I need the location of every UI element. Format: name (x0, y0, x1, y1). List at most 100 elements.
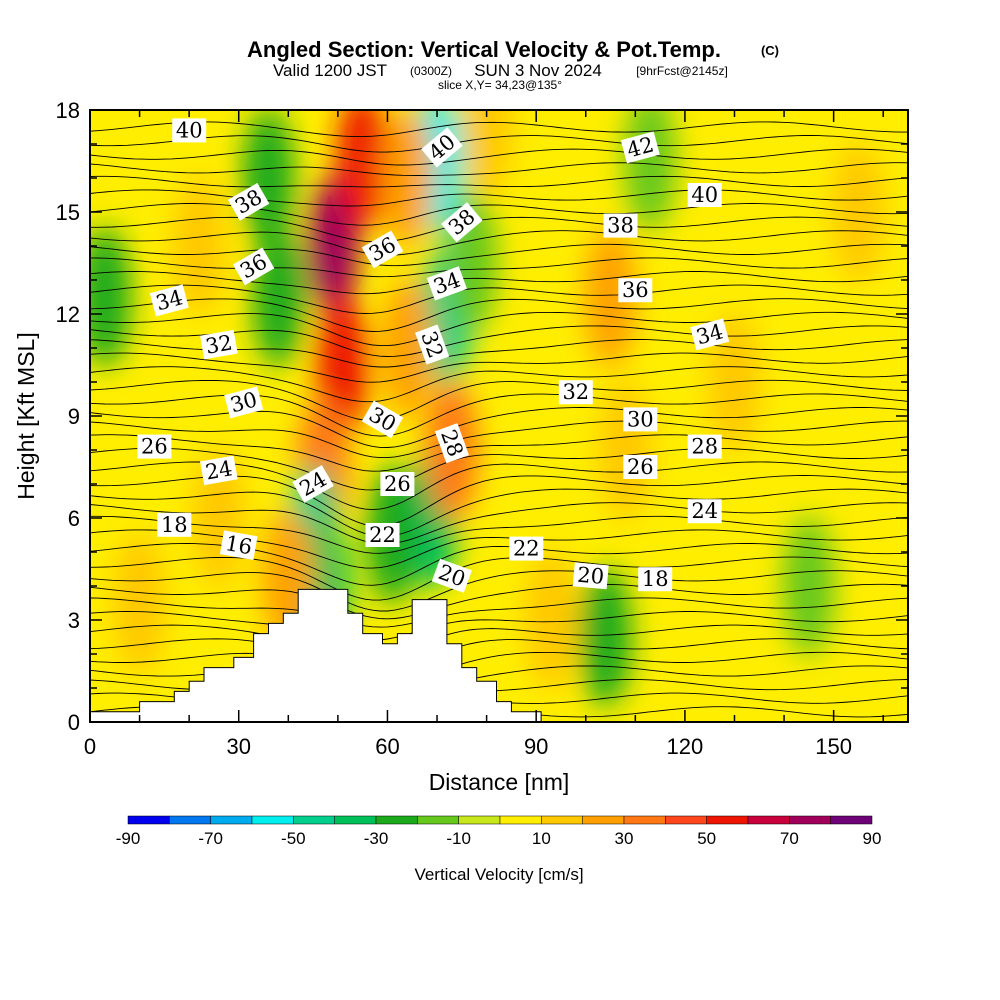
isentrope-label-text: 22 (513, 537, 540, 561)
y-tick-label: 12 (56, 302, 80, 327)
isentrope-label: 26 (380, 472, 415, 496)
isentrope-label-box (157, 512, 192, 537)
chart-title: Angled Section: Vertical Velocity & Pot.… (247, 37, 721, 62)
isentrope-label-box (421, 127, 463, 168)
isentrope-label-box (415, 324, 450, 365)
w-feature (525, 550, 578, 690)
w-feature (336, 110, 389, 231)
isentrope-label: 32 (558, 380, 593, 405)
isentrope-label-text: 28 (691, 435, 718, 459)
plot-area: 4038363432302624181624363026224038343228… (90, 110, 908, 722)
isentrope-label-box (572, 562, 609, 590)
w-feature (90, 227, 131, 367)
colorbar-swatch (210, 815, 253, 825)
isentrope-label-box (638, 567, 673, 592)
isentrope-label-box (509, 536, 544, 561)
isentrope-label-box (687, 499, 722, 524)
y-axis-label: Height [Kft MSL] (13, 332, 39, 499)
isentrope-label-box (603, 213, 638, 238)
colorbar-swatch (623, 815, 666, 825)
isentrope-line (90, 420, 908, 459)
colorbar-swatch (334, 815, 377, 825)
isentrope-label-text: 26 (141, 435, 168, 459)
isentrope-label: 32 (200, 329, 238, 360)
isentrope-label: 30 (623, 407, 658, 432)
colorbar-tick-label: -10 (446, 829, 471, 848)
isentrope-label-box (200, 329, 238, 360)
isentrope-label: 22 (365, 523, 400, 547)
isentrope-label: 26 (623, 455, 658, 479)
isentrope-line (90, 352, 908, 383)
isentrope-line (90, 515, 908, 554)
isentrope-label-box (149, 284, 189, 317)
isentrope-line (90, 583, 908, 620)
x-tick-label: 120 (667, 734, 704, 759)
colorbar: -90 -70 -50 -30 -10 10 30 50 70 90 (116, 815, 882, 848)
isentrope-line (90, 298, 908, 332)
isentrope-line (90, 284, 908, 314)
colorbar-swatch (458, 815, 501, 825)
isentrope-label: 36 (618, 278, 653, 303)
forecast-info: [9hrFcst@2145z] (636, 64, 728, 78)
isentrope-label-text: 26 (627, 455, 654, 479)
isentrope-line (90, 366, 908, 403)
colorbar-tick-label: -70 (198, 829, 223, 848)
colorbar-tick-label: -30 (364, 829, 389, 848)
w-feature (242, 110, 295, 248)
isentrope-line (90, 502, 908, 545)
isentrope-label-box (365, 523, 400, 547)
colorbar-swatch (582, 815, 625, 825)
isentrope-label-box (137, 434, 172, 459)
colorbar-tick-label: 90 (863, 829, 882, 848)
isentrope-label-box (441, 202, 483, 243)
colorbar-swatch (293, 815, 335, 825)
isentrope-label-text: 24 (204, 456, 234, 484)
colorbar-tick-label: 10 (532, 829, 551, 848)
isentrope-label: 18 (638, 567, 673, 592)
isentrope-label: 16 (219, 530, 258, 560)
isentrope-label-text: 18 (161, 513, 188, 537)
y-tick-label: 18 (56, 98, 80, 123)
isentrope-label-box (623, 407, 658, 432)
isentrope-label-box (361, 230, 404, 269)
isentrope-label-box (558, 380, 593, 405)
isentrope-line (90, 638, 908, 674)
colorbar-tick-label: 50 (697, 829, 716, 848)
colorbar-swatch (417, 815, 459, 825)
isentrope-label-box (172, 118, 207, 143)
isentrope-label: 34 (690, 318, 730, 351)
colorbar-swatch (541, 815, 583, 825)
w-feature (113, 533, 166, 673)
valid-date: SUN 3 Nov 2024 (474, 61, 602, 80)
isentrope-line (90, 407, 908, 448)
y-tick-label: 3 (68, 608, 80, 633)
colorbar-label: Vertical Velocity [cm/s] (414, 865, 583, 884)
isentrope-label: 24 (687, 499, 722, 524)
isentrope-line (90, 488, 908, 537)
w-feature (252, 227, 305, 367)
isentrope-label-text: 38 (607, 214, 634, 238)
x-tick-label: 0 (84, 734, 96, 759)
isentrope-line (90, 257, 908, 278)
isentrope-label-box (232, 247, 275, 286)
isentrope-line (90, 203, 908, 226)
isentrope-line (90, 230, 908, 256)
colorbar-swatch (665, 815, 707, 825)
isentrope-label-text: 32 (204, 330, 234, 358)
isentrope-line (90, 243, 908, 267)
utc-time: (0300Z) (410, 64, 452, 78)
isentrope-label-text: 32 (562, 380, 589, 404)
isentrope-label: 22 (509, 536, 544, 561)
terrain (90, 588, 908, 722)
colorbar-swatch (251, 815, 294, 825)
y-tick-label: 6 (68, 506, 80, 531)
isentrope-label: 28 (687, 434, 722, 459)
y-tick-label: 9 (68, 404, 80, 429)
isentrope-label-text: 40 (176, 118, 203, 142)
isentrope-label: 36 (232, 247, 275, 286)
isentrope-label-text: 26 (384, 472, 411, 496)
isentrope-label-box (219, 530, 258, 560)
isentrope-label-text: 24 (691, 499, 718, 523)
isentrope-line (90, 121, 908, 138)
